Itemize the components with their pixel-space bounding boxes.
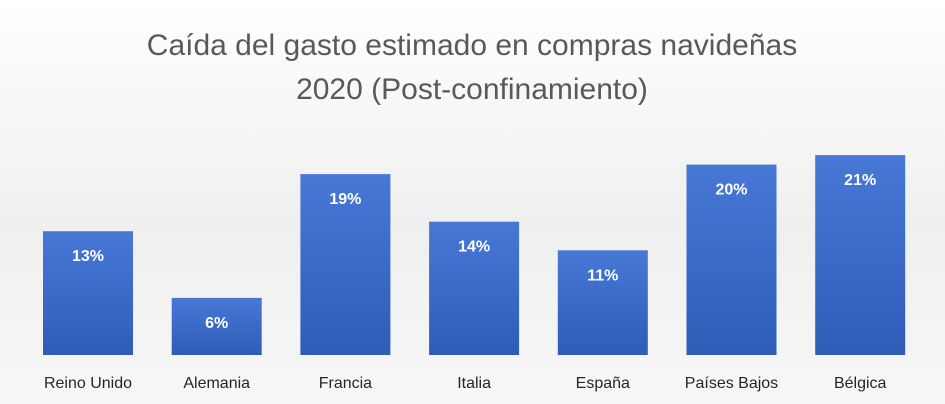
category-label-4: España	[576, 375, 630, 392]
data-label-1: 6%	[205, 315, 228, 332]
category-label-6: Bélgica	[834, 375, 887, 392]
data-label-0: 13%	[72, 248, 104, 265]
category-label-1: Alemania	[183, 375, 250, 392]
bar-5	[686, 164, 777, 355]
bar-4	[557, 250, 648, 355]
category-label-0: Reino Unido	[44, 375, 132, 392]
category-label-5: Países Bajos	[685, 375, 778, 392]
chart-subtitle: 2020 (Post-confinamiento)	[296, 73, 648, 106]
chart-title: Caída del gasto estimado en compras navi…	[147, 29, 797, 62]
data-label-5: 20%	[715, 182, 747, 199]
bar-2	[300, 174, 391, 355]
data-label-2: 19%	[329, 191, 361, 208]
category-label-2: Francia	[319, 375, 372, 392]
bar-1	[171, 297, 262, 355]
data-label-3: 14%	[458, 239, 490, 256]
data-label-6: 21%	[844, 172, 876, 189]
plot-area: 13% Reino Unido 6% Alemania 19% Francia 14% Ita…	[43, 155, 906, 392]
bar-3	[429, 221, 520, 355]
category-label-3: Italia	[457, 375, 491, 392]
bar-0	[43, 231, 133, 355]
bar-6	[815, 155, 906, 355]
data-label-4: 11%	[587, 267, 618, 284]
